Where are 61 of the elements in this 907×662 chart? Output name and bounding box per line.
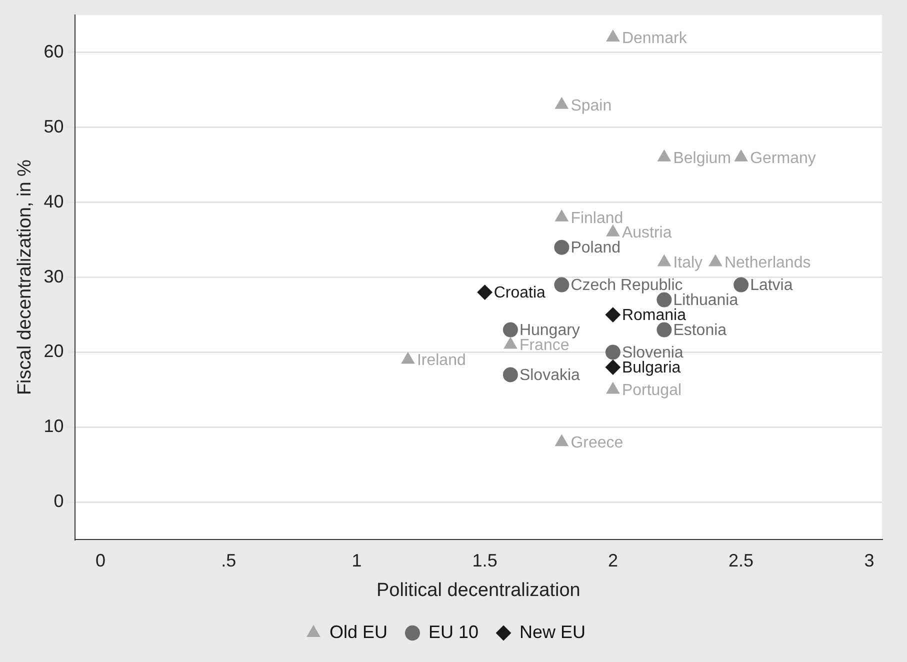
annotation: Belgium: [673, 150, 731, 167]
annotation: Hungary: [519, 322, 580, 340]
annotation: Greece: [570, 434, 624, 452]
annotation: Bulgaria: [622, 360, 681, 377]
point: [734, 277, 749, 292]
point: [554, 240, 570, 255]
y-tick-label: 20: [44, 341, 64, 362]
annotation: Slovakia: [519, 367, 580, 384]
annotation: Germany: [750, 150, 816, 167]
x-tick-label: 2.5: [728, 550, 754, 570]
annotation: Latvia: [750, 277, 793, 294]
annotation: Estonia: [673, 322, 727, 340]
point: [502, 322, 518, 338]
x-tick-label: 2: [608, 550, 618, 570]
annotation: Czech Republic: [570, 277, 683, 294]
x-tick-label: .5: [221, 550, 236, 570]
point: [606, 224, 620, 236]
annotation: Finland: [570, 210, 624, 227]
y-tick-label: 50: [44, 116, 64, 136]
legend-label: Old EU: [329, 622, 388, 642]
y-tick-label: 10: [44, 416, 64, 436]
annotation: Denmark: [622, 30, 688, 47]
legend-label: New EU: [520, 622, 586, 642]
point: [605, 360, 620, 375]
annotation: Spain: [570, 97, 612, 114]
point: [658, 150, 671, 162]
y-tick-label: 40: [44, 191, 64, 212]
point: [656, 322, 672, 338]
y-tick-label: 30: [44, 266, 64, 286]
point: [734, 150, 748, 162]
point: [656, 292, 672, 308]
point: [605, 344, 620, 360]
legend-label: EU 10: [428, 622, 479, 642]
annotation: Lithuania: [673, 292, 738, 310]
point: [708, 254, 722, 266]
y-tick-label: 60: [44, 41, 64, 62]
y-tick-label: 0: [54, 491, 64, 512]
point: [502, 367, 518, 382]
x-tick-label: 0: [95, 550, 106, 570]
annotation: Ireland: [416, 352, 466, 370]
point: [605, 307, 620, 322]
x-tick-label: 3: [864, 550, 874, 570]
annotation: Italy: [673, 254, 703, 272]
annotation: Romania: [622, 307, 686, 324]
annotation: Slovenia: [622, 344, 684, 362]
point: [606, 30, 620, 42]
annotation: Austria: [622, 224, 672, 242]
annotation: France: [519, 337, 570, 354]
annotation: Poland: [570, 240, 621, 257]
point: [555, 210, 568, 222]
annotation: Netherlands: [724, 254, 811, 272]
x-tick-label: 1.5: [472, 550, 498, 570]
point: [555, 97, 568, 109]
point: [477, 284, 492, 300]
annotation: Portugal: [622, 382, 682, 400]
annotation: Croatia: [494, 284, 546, 302]
y-axis-title: Fiscal decentralization, in %: [14, 159, 36, 396]
point: [658, 254, 671, 266]
point: [554, 277, 570, 292]
x-tick-label: 1: [352, 550, 362, 570]
x-axis-title: Political decentralization: [376, 580, 580, 601]
